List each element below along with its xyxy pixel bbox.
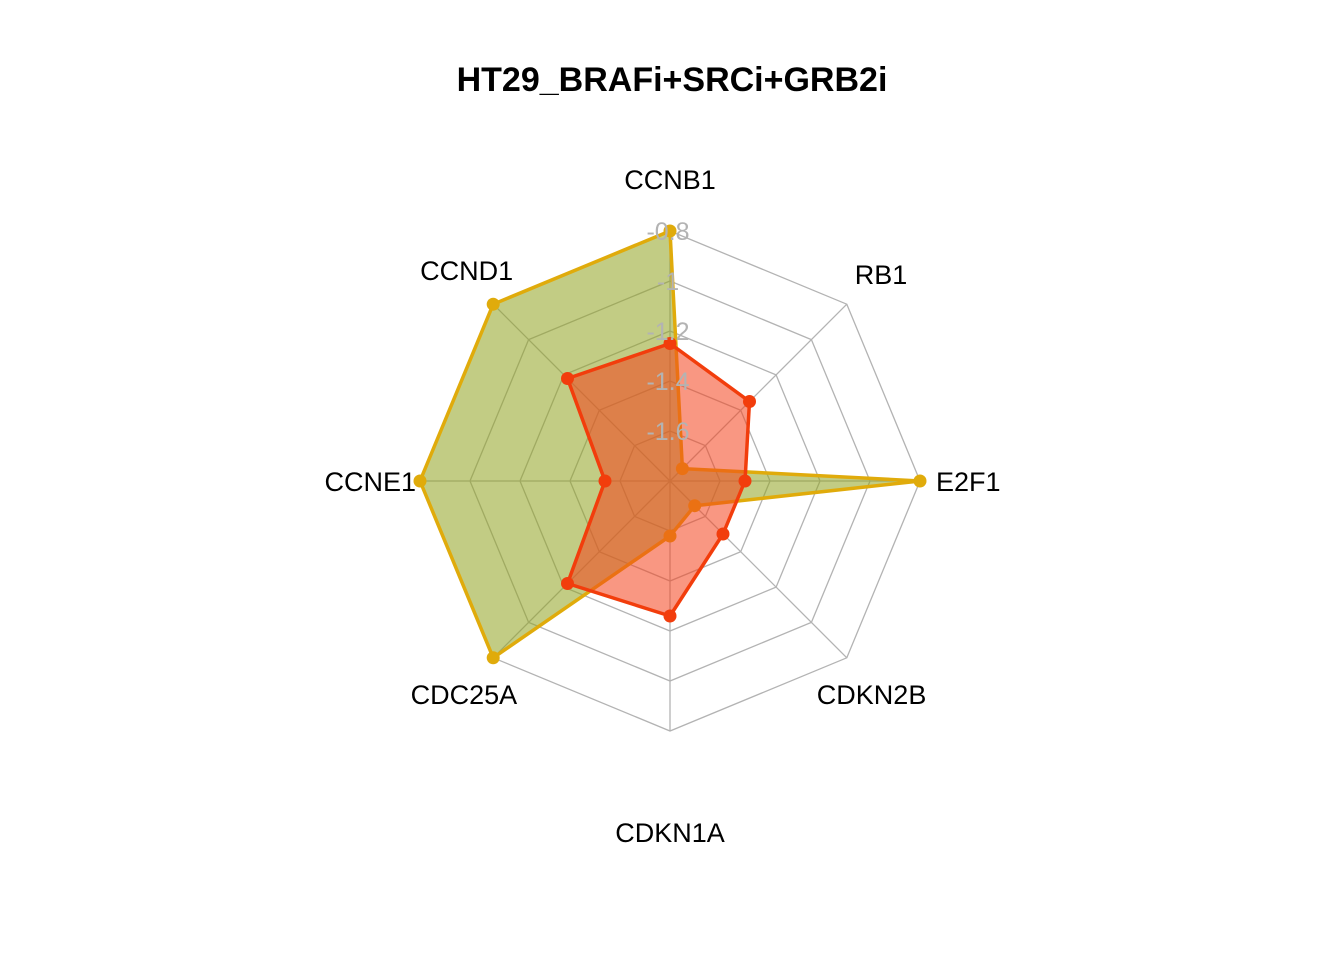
data-point (716, 527, 730, 541)
chart-title: HT29_BRAFi+SRCi+GRB2i (457, 61, 888, 99)
tick-label: -1.4 (646, 368, 689, 396)
data-point (561, 372, 574, 385)
tick-label: -1 (657, 268, 679, 296)
data-point (486, 297, 500, 311)
tick-label: -1.6 (646, 418, 689, 446)
radar-axis-labels: CCNB1 RB1 E2F1 CDKN2B CDKN1A CDC25A CCNE1 CCND1 (324, 165, 1000, 848)
axis-label: CDKN1A (615, 818, 725, 848)
axis-label: CCNE1 (324, 467, 416, 497)
axis-label: CDC25A (411, 680, 518, 710)
axis-label: CCND1 (420, 256, 513, 286)
data-point (663, 337, 677, 350)
data-point (743, 395, 756, 408)
axis-label: E2F1 (936, 467, 1001, 497)
axis-label: RB1 (855, 260, 908, 290)
tick-label: -1.2 (646, 318, 689, 346)
axis-label: CDKN2B (817, 680, 927, 710)
data-point (663, 224, 677, 238)
data-point (561, 577, 574, 590)
data-point (913, 474, 927, 488)
data-point (486, 651, 500, 665)
tick-label: -0.8 (646, 218, 689, 246)
radar-tick-labels: -0.8 -1 -1.2 -1.4 -1.6 (646, 218, 689, 446)
data-point (413, 474, 427, 488)
data-point (663, 609, 677, 623)
data-point (598, 474, 612, 488)
data-point (738, 474, 752, 488)
axis-label: CCNB1 (624, 165, 716, 195)
radar-series (413, 224, 927, 665)
